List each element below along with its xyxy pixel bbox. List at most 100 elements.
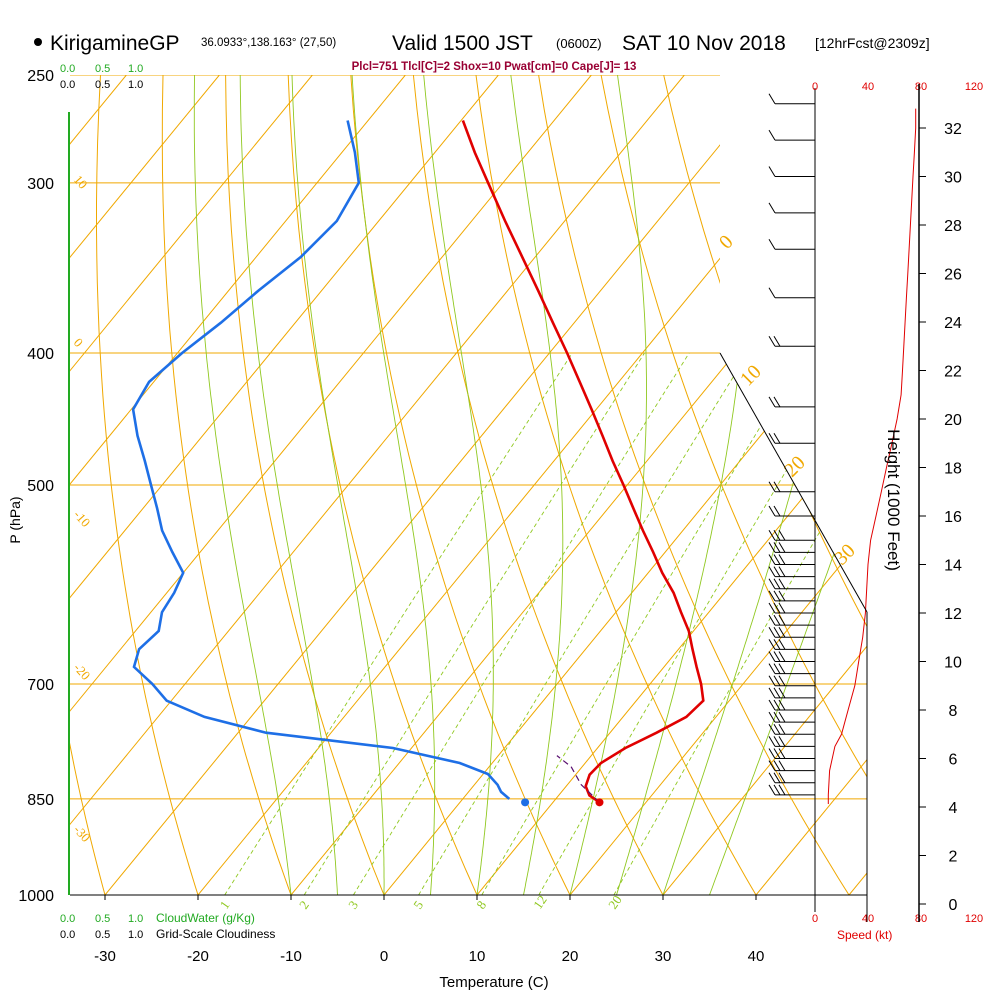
adiabat-label-right: 0 — [715, 231, 738, 254]
moist-adiabat-line — [193, 75, 292, 895]
mixing-ratio-label: 1 — [217, 898, 233, 912]
pressure-tick-label: 1000 — [18, 888, 54, 905]
wind-barb-feather — [778, 784, 786, 796]
wind-barb-feather — [768, 675, 776, 687]
wind-barb-feather — [768, 748, 776, 759]
mixing-ratio-line — [224, 352, 573, 895]
wind-barb — [768, 784, 815, 796]
wind-barb-feather — [768, 687, 776, 699]
wind-barb-feather — [778, 687, 786, 699]
wind-barb-feather — [778, 578, 786, 590]
wind-barb-feather — [773, 626, 781, 638]
temperature-profile-line — [461, 120, 705, 804]
wind-barb-feather — [773, 748, 781, 759]
cloudiness-label: Grid-Scale Cloudiness — [156, 927, 275, 941]
moist-adiabat-line — [709, 75, 867, 895]
wind-barb-feather — [773, 639, 781, 650]
mixing-ratio-label: 3 — [345, 898, 361, 912]
wind-barb-feather — [773, 529, 781, 541]
wind-barb — [768, 566, 815, 578]
wind-barb-feather — [778, 529, 786, 541]
dry-adiabat-line — [0, 75, 12, 895]
isotherm-line — [104, 75, 778, 895]
wind-barb — [768, 699, 815, 711]
wind-barb-feather — [768, 711, 776, 723]
cloudiness-top-tick-0: 0.0 — [60, 79, 75, 91]
dry-adiabat-line — [538, 75, 850, 895]
wind-barb — [768, 602, 815, 614]
isotherm-line — [70, 75, 592, 895]
wind-barb-feather — [768, 723, 776, 735]
wind-barb — [768, 238, 815, 250]
wind-barb — [768, 287, 815, 299]
cloudwater-bottom-tick-2: 1.0 — [128, 913, 143, 925]
adiabat-label-left: 0 — [71, 335, 86, 350]
station-name: KirigamineGP — [50, 32, 180, 55]
x-tick-label: -30 — [94, 948, 116, 965]
x-tick-label: -10 — [280, 948, 302, 965]
dry-adiabat-line — [287, 75, 478, 895]
wind-barb — [768, 626, 815, 638]
dry-adiabat-line — [412, 75, 664, 895]
wind-barb-feather — [773, 736, 781, 747]
height-tick-label: 2 — [949, 849, 958, 866]
wind-barb-feather — [778, 748, 786, 759]
wind-barb-feather — [773, 760, 781, 771]
wind-barb-feather — [768, 287, 776, 299]
speed-bottom-tick-label: 40 — [862, 913, 874, 925]
wind-barb-feather — [768, 396, 776, 408]
wind-barb — [768, 432, 815, 444]
surface-temperature-marker — [595, 798, 604, 807]
moist-adiabat-line — [291, 75, 385, 895]
mixing-ratio-line — [481, 352, 806, 895]
wind-barb — [768, 542, 815, 553]
wind-barb — [768, 481, 815, 493]
wind-barb-feather — [773, 542, 781, 553]
height-tick-label: 30 — [944, 170, 962, 187]
mixing-ratio-line — [538, 352, 857, 895]
mixing-ratio-line — [353, 352, 690, 895]
cloudwater-top-tick-0: 0.0 — [60, 63, 75, 75]
cloudiness-bottom-tick-0: 0.0 — [60, 929, 75, 941]
wind-barb — [768, 772, 815, 784]
mixing-ratio-label: 8 — [473, 898, 489, 912]
wind-barb — [768, 614, 815, 626]
isotherm-line — [70, 75, 685, 895]
isotherm-line — [70, 75, 406, 895]
x-tick-label: -20 — [187, 948, 209, 965]
speed-axis-label: Speed (kt) — [837, 928, 892, 942]
dry-adiabat-line — [70, 75, 106, 895]
isotherm-line — [70, 75, 499, 895]
wind-barb-feather — [778, 699, 786, 711]
wind-barb-feather — [778, 614, 786, 626]
wind-barb-feather — [778, 602, 786, 614]
wind-barb — [768, 335, 815, 347]
wind-barb — [768, 687, 815, 699]
wind-barb-feather — [773, 663, 781, 674]
pressure-cutout-line — [719, 352, 868, 613]
adiabat-label-left: 10 — [71, 172, 91, 192]
wind-barb — [768, 651, 815, 662]
wind-barb-feather — [768, 542, 776, 553]
wind-speed-profile-line — [827, 108, 917, 804]
station-bullet-icon — [34, 38, 42, 46]
height-tick-label: 16 — [944, 509, 962, 526]
wind-barb-feather — [778, 711, 786, 723]
wind-barb — [768, 675, 815, 687]
wind-barb-feather — [773, 602, 781, 614]
cloudwater-bottom-tick-1: 0.5 — [95, 913, 110, 925]
speed-top-tick-label: 120 — [965, 81, 983, 93]
wind-barb — [768, 505, 815, 517]
cloudiness-bottom-tick-1: 0.5 — [95, 929, 110, 941]
wind-barb — [768, 129, 815, 141]
height-tick-label: 28 — [944, 218, 962, 235]
parcel-path-line — [556, 755, 600, 803]
wind-barb-feather — [778, 590, 786, 602]
height-tick-label: 6 — [949, 752, 958, 769]
speed-bottom-tick-label: 0 — [812, 913, 818, 925]
wind-barb-feather — [768, 566, 776, 577]
wind-barb-feather — [773, 335, 781, 347]
moist-adiabat-line — [423, 75, 494, 895]
x-tick-label: 20 — [562, 948, 579, 965]
